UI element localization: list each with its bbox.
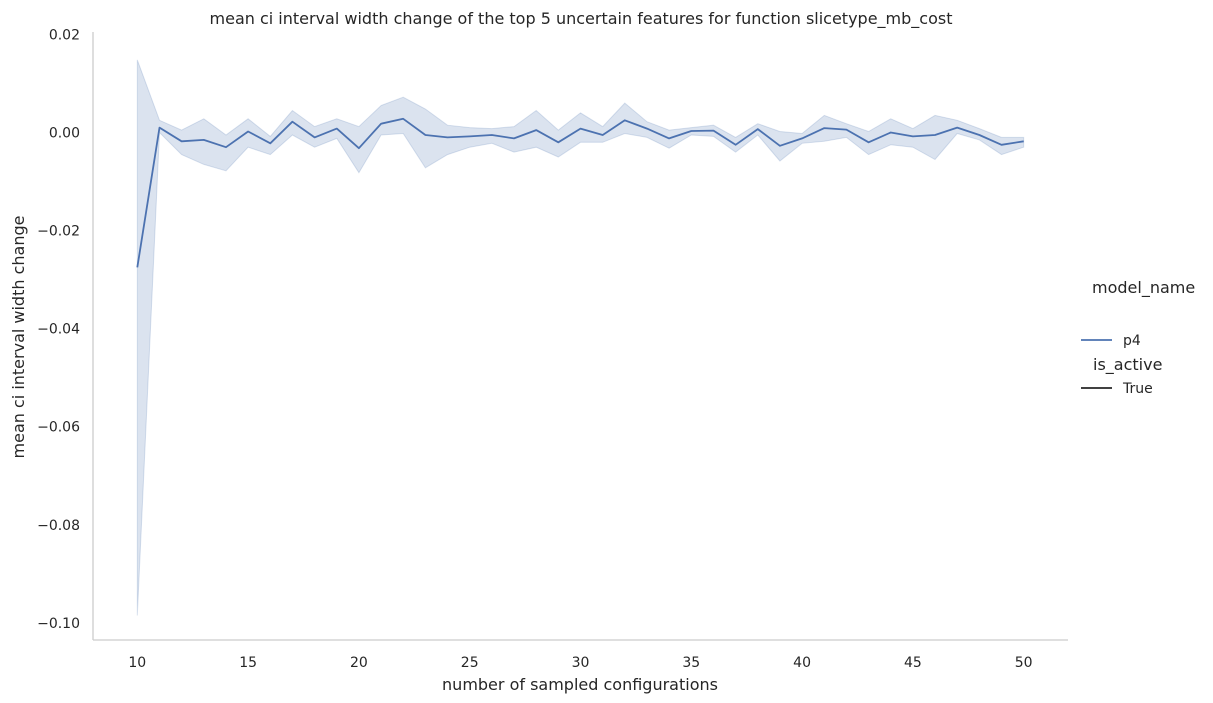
x-axis-ticks: 10 15 20 25 30 35 40 45 50 (128, 655, 1032, 671)
x-tick-label: 45 (904, 655, 922, 671)
chart-title: mean ci interval width change of the top… (210, 9, 953, 29)
x-tick-label: 15 (239, 655, 257, 671)
y-tick-label: −0.10 (37, 616, 80, 632)
x-axis-label: number of sampled configurations (442, 675, 718, 694)
x-tick-label: 30 (572, 655, 590, 671)
legend: model_name p4 is_active True (1081, 278, 1195, 397)
x-tick-label: 25 (461, 655, 479, 671)
ci-band-p4 (136, 59, 1025, 616)
x-tick-label: 35 (682, 655, 700, 671)
y-tick-label: −0.02 (37, 224, 80, 240)
x-tick-label: 40 (793, 655, 811, 671)
y-tick-label: 0.02 (49, 27, 80, 43)
y-tick-label: −0.06 (37, 420, 80, 436)
x-tick-label: 20 (350, 655, 368, 671)
x-tick-label: 10 (128, 655, 146, 671)
series-line-p4 (136, 117, 1024, 268)
y-axis-label: mean ci interval width change (9, 216, 28, 459)
y-tick-label: −0.04 (37, 322, 80, 338)
legend-label-p4: p4 (1123, 333, 1141, 349)
legend-label-true: True (1122, 381, 1153, 397)
legend-style-title: is_active (1093, 355, 1162, 375)
x-tick-label: 50 (1015, 655, 1033, 671)
y-tick-label: −0.08 (37, 518, 80, 534)
y-tick-label: 0.00 (49, 126, 80, 142)
legend-hue-title: model_name (1092, 278, 1195, 298)
plot-area (136, 59, 1025, 616)
y-axis-ticks: 0.02 0.00 −0.02 −0.04 −0.06 −0.08 −0.10 (37, 27, 80, 631)
